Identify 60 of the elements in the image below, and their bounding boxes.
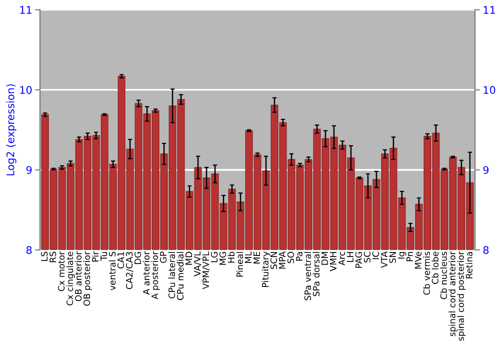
x-tick-label: VPM/VPL	[202, 251, 210, 290]
x-tick-label: Cb lobe	[432, 252, 438, 284]
x-tick-label: Pituitary	[262, 252, 270, 287]
x-tick-label: MPA	[279, 251, 286, 269]
y-axis-title: Log2 (expression)	[6, 84, 16, 176]
x-tick-label: MD	[186, 252, 192, 265]
x-tick-label: spinal cord anterior	[448, 251, 458, 336]
x-tick-label: MVe	[414, 252, 422, 269]
x-tick-label: Cx motor	[58, 251, 65, 292]
x-tick-label: IC	[372, 252, 379, 260]
x-tick-label: DG	[134, 252, 142, 264]
x-tick-label: MG	[219, 252, 226, 265]
x-tick-label: Arc	[338, 252, 345, 266]
x-tick-label: CA2/CA3	[126, 252, 134, 290]
x-tick-label: VA/VL	[194, 251, 202, 276]
x-tick-label: CA1	[117, 252, 124, 268]
x-tick-label: OB posterior	[83, 251, 92, 306]
x-tick-label: Retina	[466, 252, 472, 278]
x-tick-label: Hb	[228, 252, 235, 263]
y-tick-label: 10	[20, 86, 32, 94]
x-tick-label: SPa dorsal	[312, 252, 320, 296]
x-tick-label: Ig	[398, 252, 406, 259]
x-tick-label: VTA	[380, 251, 388, 268]
x-tick-label: ventral S	[108, 252, 116, 290]
y2-tick-label: 11	[484, 6, 495, 14]
x-tick-label: Pineal	[236, 252, 244, 277]
y-tick-label: 11	[20, 6, 32, 14]
x-tick-label: Pa	[296, 252, 303, 261]
y2-tick-label: 10	[484, 86, 496, 94]
x-tick-label: Pn	[406, 252, 413, 262]
x-tick-label: SN	[389, 252, 396, 263]
x-tick-label: SC	[364, 252, 370, 262]
y-tick-label: 8	[26, 246, 32, 254]
x-tick-label: A posterior	[151, 251, 160, 300]
x-tick-label: PAG	[355, 252, 362, 268]
x-tick-label: Pir	[92, 251, 98, 262]
x-tick-label: CPu medial	[176, 252, 184, 300]
x-tick-label: Cb vermis	[423, 252, 430, 295]
y2-tick-label: 8	[483, 246, 489, 254]
y-tick-label: 9	[26, 166, 32, 174]
x-tick-label: A anterior	[142, 251, 150, 295]
x-tick-label: spinal cord posterior	[457, 251, 466, 341]
y2-tick-label: 9	[483, 166, 489, 174]
x-tick-label: Cb nucleus	[440, 252, 447, 300]
x-tick-label: ML	[245, 251, 252, 263]
x-tick-label: ME	[254, 252, 260, 264]
x-tick-label: SPa ventral	[304, 252, 312, 300]
x-tick-label: CPu lateral	[168, 252, 176, 298]
x-tick-label: DM	[322, 252, 328, 265]
x-tick-label: Tu	[100, 252, 108, 261]
x-tick-label: VMH	[330, 252, 336, 272]
x-tick-label: SCN	[270, 252, 278, 269]
x-tick-label: LS	[41, 252, 48, 261]
x-tick-label: Cx cingulate	[66, 252, 75, 306]
x-tick-label: RS	[50, 252, 56, 262]
x-tick-label: LG	[210, 252, 218, 262]
x-tick-label: LH	[346, 252, 354, 262]
x-tick-label: GP	[160, 252, 167, 263]
x-tick-label: OB anterior	[74, 251, 82, 302]
x-tick-label: SO	[287, 252, 294, 264]
